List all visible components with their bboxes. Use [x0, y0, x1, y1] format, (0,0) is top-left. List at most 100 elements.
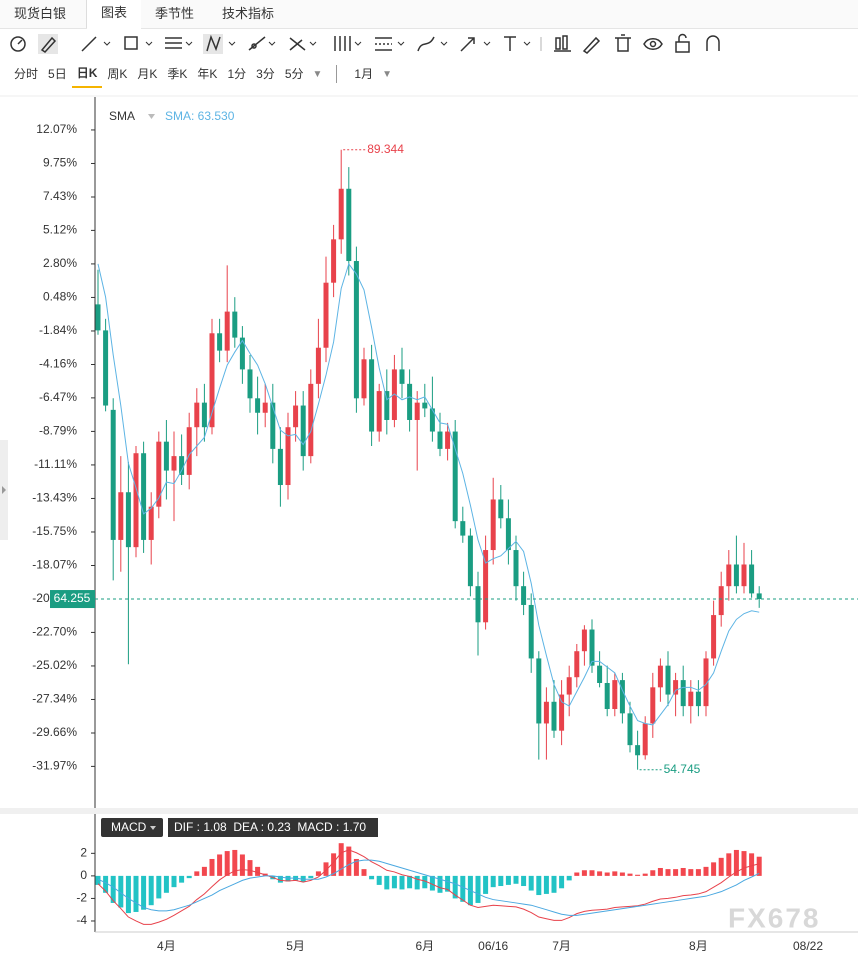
y-tick-label: -1.84%	[39, 323, 77, 337]
candle-body	[673, 680, 679, 695]
candle-body	[695, 691, 701, 707]
icon[interactable]	[460, 37, 491, 52]
icon[interactable]	[504, 36, 531, 51]
macd-bar	[133, 875, 139, 912]
period-button[interactable]: 季K	[167, 67, 188, 81]
period-button[interactable]: 1月	[354, 67, 374, 81]
x-tick-label: 8月	[689, 939, 708, 953]
macd-bar	[95, 875, 101, 885]
candle-body	[490, 499, 496, 551]
y-tick-label: -22.70%	[32, 625, 77, 639]
candle-body	[133, 453, 139, 548]
indicator-dropdown	[150, 826, 156, 830]
macd-bar	[156, 875, 162, 899]
y-tick-label: -31.97%	[32, 759, 77, 773]
candle-body	[163, 441, 169, 471]
candle-body	[270, 402, 276, 449]
candle-body	[331, 239, 337, 283]
candle-body	[118, 492, 124, 540]
candle-body	[711, 615, 717, 659]
macd-bar	[125, 875, 131, 914]
period-button[interactable]: 3分	[256, 67, 275, 81]
macd-bar	[239, 854, 245, 876]
macd-bar	[688, 869, 694, 876]
candle-body	[726, 564, 732, 587]
icon[interactable]	[81, 36, 111, 52]
macd-bar	[209, 858, 215, 876]
macd-bar	[315, 871, 321, 876]
y-tick-label: -13.43%	[32, 491, 77, 505]
icon[interactable]	[643, 38, 663, 50]
dropdown-arrow[interactable]: ▼	[312, 68, 323, 80]
x-tick-label: 06/16	[478, 939, 508, 953]
macd-bar	[277, 875, 283, 883]
y-tick-label: -29.66%	[32, 725, 77, 739]
candle-body	[452, 431, 458, 522]
candle-body	[597, 665, 603, 683]
dropdown-arrow[interactable]: ▼	[382, 68, 392, 80]
macd-bar	[323, 862, 329, 876]
macd-bar	[589, 870, 595, 876]
icon[interactable]	[706, 35, 720, 51]
period-button[interactable]: 日K	[71, 60, 103, 88]
icon[interactable]	[334, 36, 362, 51]
icon[interactable]	[615, 34, 631, 52]
candle-body	[528, 604, 534, 659]
macd-bar	[741, 851, 747, 876]
macd-bar	[118, 875, 124, 908]
icon[interactable]	[10, 36, 26, 52]
icon[interactable]	[375, 37, 405, 51]
icon[interactable]	[248, 36, 276, 51]
icon[interactable]	[124, 36, 153, 50]
separator	[336, 65, 338, 83]
candle-body	[505, 518, 511, 551]
period-button[interactable]: 分时	[14, 67, 39, 81]
macd-bar	[505, 875, 511, 885]
icon[interactable]	[554, 35, 571, 52]
macd-bar	[384, 875, 390, 890]
icon[interactable]	[165, 37, 193, 49]
macd-bar	[361, 869, 367, 876]
candle-body	[483, 550, 489, 623]
period-button[interactable]: 1分	[227, 67, 247, 81]
macd-bar	[521, 875, 527, 887]
period-button[interactable]: 5日	[48, 67, 67, 81]
candle-body	[467, 535, 473, 587]
y-tick-label: -25.02%	[32, 658, 77, 672]
macd-bar	[201, 866, 207, 876]
y-tick-label: 7.43%	[43, 189, 77, 203]
macd-bar	[475, 875, 481, 903]
icon[interactable]	[38, 34, 58, 54]
icon[interactable]	[675, 33, 690, 53]
macd-bar	[749, 853, 755, 876]
macd-bar	[703, 866, 709, 876]
tab[interactable]: 技术指标	[222, 6, 275, 21]
y-tick-label: -4.16%	[39, 357, 77, 371]
candle-body	[756, 593, 762, 600]
period-button[interactable]: 月K	[137, 67, 158, 81]
macd-bar	[346, 846, 352, 876]
period-button[interactable]: 年K	[197, 67, 218, 81]
tab[interactable]: 图表	[87, 0, 142, 29]
candle-body	[346, 188, 352, 262]
macd-bar	[163, 875, 169, 893]
period-button[interactable]: 周K	[107, 67, 128, 81]
tab[interactable]: 季节性	[155, 6, 195, 21]
macd-bar	[543, 875, 549, 894]
macd-line	[97, 859, 760, 916]
candle-body	[293, 405, 299, 428]
icon[interactable]	[417, 36, 448, 52]
y-tick-label: 12.07%	[36, 122, 77, 136]
icon[interactable]	[289, 37, 317, 51]
y-tick-label: 9.75%	[43, 156, 77, 170]
macd-bar	[612, 871, 618, 876]
period-button[interactable]: 5分	[284, 67, 304, 81]
candle-body	[543, 701, 549, 724]
candle-body	[513, 550, 519, 587]
candle-body	[201, 402, 207, 428]
candle-body	[604, 682, 610, 710]
icon[interactable]	[203, 34, 236, 54]
y-tick-label: -27.34%	[32, 692, 77, 706]
icon[interactable]	[582, 36, 601, 54]
x-tick-label: 4月	[157, 939, 176, 953]
